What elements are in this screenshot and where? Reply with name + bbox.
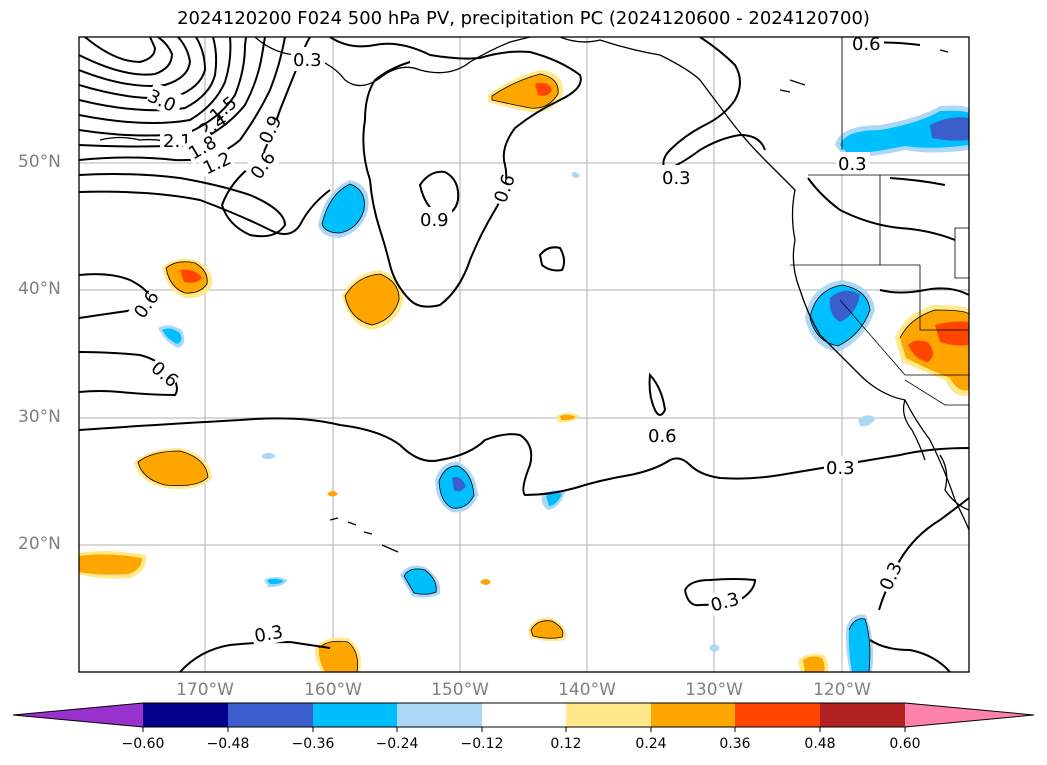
colorbar-tick-label: 0.60 <box>889 736 921 752</box>
colorbar-bin <box>651 703 735 727</box>
map-title: 2024120200 F024 500 hPa PV, precipitatio… <box>177 8 870 29</box>
contour-label: 0.6 <box>130 287 164 323</box>
lat-tick-label: 20°N <box>18 534 61 554</box>
colorbar-tick-label: −0.24 <box>375 736 419 752</box>
political-borders <box>790 37 969 406</box>
contour-label: 0.3 <box>293 50 322 71</box>
colorbar-min-extension <box>13 703 143 727</box>
contour-label: 0.6 <box>648 426 677 447</box>
colorbar-tick-label: 0.36 <box>719 736 751 752</box>
contour-label: 0.9 <box>255 112 286 147</box>
contour-label: 0.3 <box>826 458 855 479</box>
colorbar-bin <box>143 703 228 727</box>
lon-tick-label: 120°W <box>813 680 871 700</box>
colorbar <box>12 702 1035 732</box>
precip-negative-areas <box>158 105 969 672</box>
lon-tick-label: 150°W <box>431 680 489 700</box>
contour-label: 0.3 <box>253 622 285 648</box>
lat-tick-label: 30°N <box>18 407 61 427</box>
contour-labels: 0.3 3.0 2.1 2.4 1.8 1.5 1.2 0.9 0.6 0.6 … <box>128 34 908 648</box>
colorbar-bin <box>566 703 651 727</box>
colorbar-bin <box>735 703 820 727</box>
lon-tick-label: 130°W <box>685 680 743 700</box>
lat-tick-label: 50°N <box>18 152 61 172</box>
contour-label: 0.6 <box>247 148 281 184</box>
colorbar-tick-label: −0.48 <box>206 736 250 752</box>
graticule <box>79 37 969 672</box>
colorbar-max-extension <box>905 703 1034 727</box>
precip-positive-areas <box>79 70 969 672</box>
lon-tick-label: 160°W <box>304 680 362 700</box>
colorbar-bin <box>313 703 397 727</box>
colorbar-bin <box>397 703 482 727</box>
plot-frame <box>78 36 970 673</box>
lon-tick-label: 170°W <box>176 680 234 700</box>
contour-label: 0.6 <box>852 34 881 55</box>
lon-tick-label: 140°W <box>558 680 616 700</box>
lat-tick-label: 40°N <box>18 279 61 299</box>
colorbar-tick-label: 0.24 <box>635 736 667 752</box>
contour-label: 0.3 <box>838 154 867 175</box>
pv-contours <box>79 37 969 672</box>
colorbar-tick-label: 0.12 <box>550 736 582 752</box>
colorbar-bin <box>482 703 566 727</box>
colorbar-tick-label: −0.36 <box>291 736 335 752</box>
colorbar-tick-label: −0.12 <box>460 736 504 752</box>
colorbar-tick-label: 0.48 <box>804 736 836 752</box>
contour-label: 0.3 <box>662 168 691 189</box>
colorbar-tick-label: −0.60 <box>121 736 165 752</box>
colorbar-bin <box>228 703 313 727</box>
contour-label: 0.9 <box>420 210 449 231</box>
colorbar-bin <box>820 703 905 727</box>
